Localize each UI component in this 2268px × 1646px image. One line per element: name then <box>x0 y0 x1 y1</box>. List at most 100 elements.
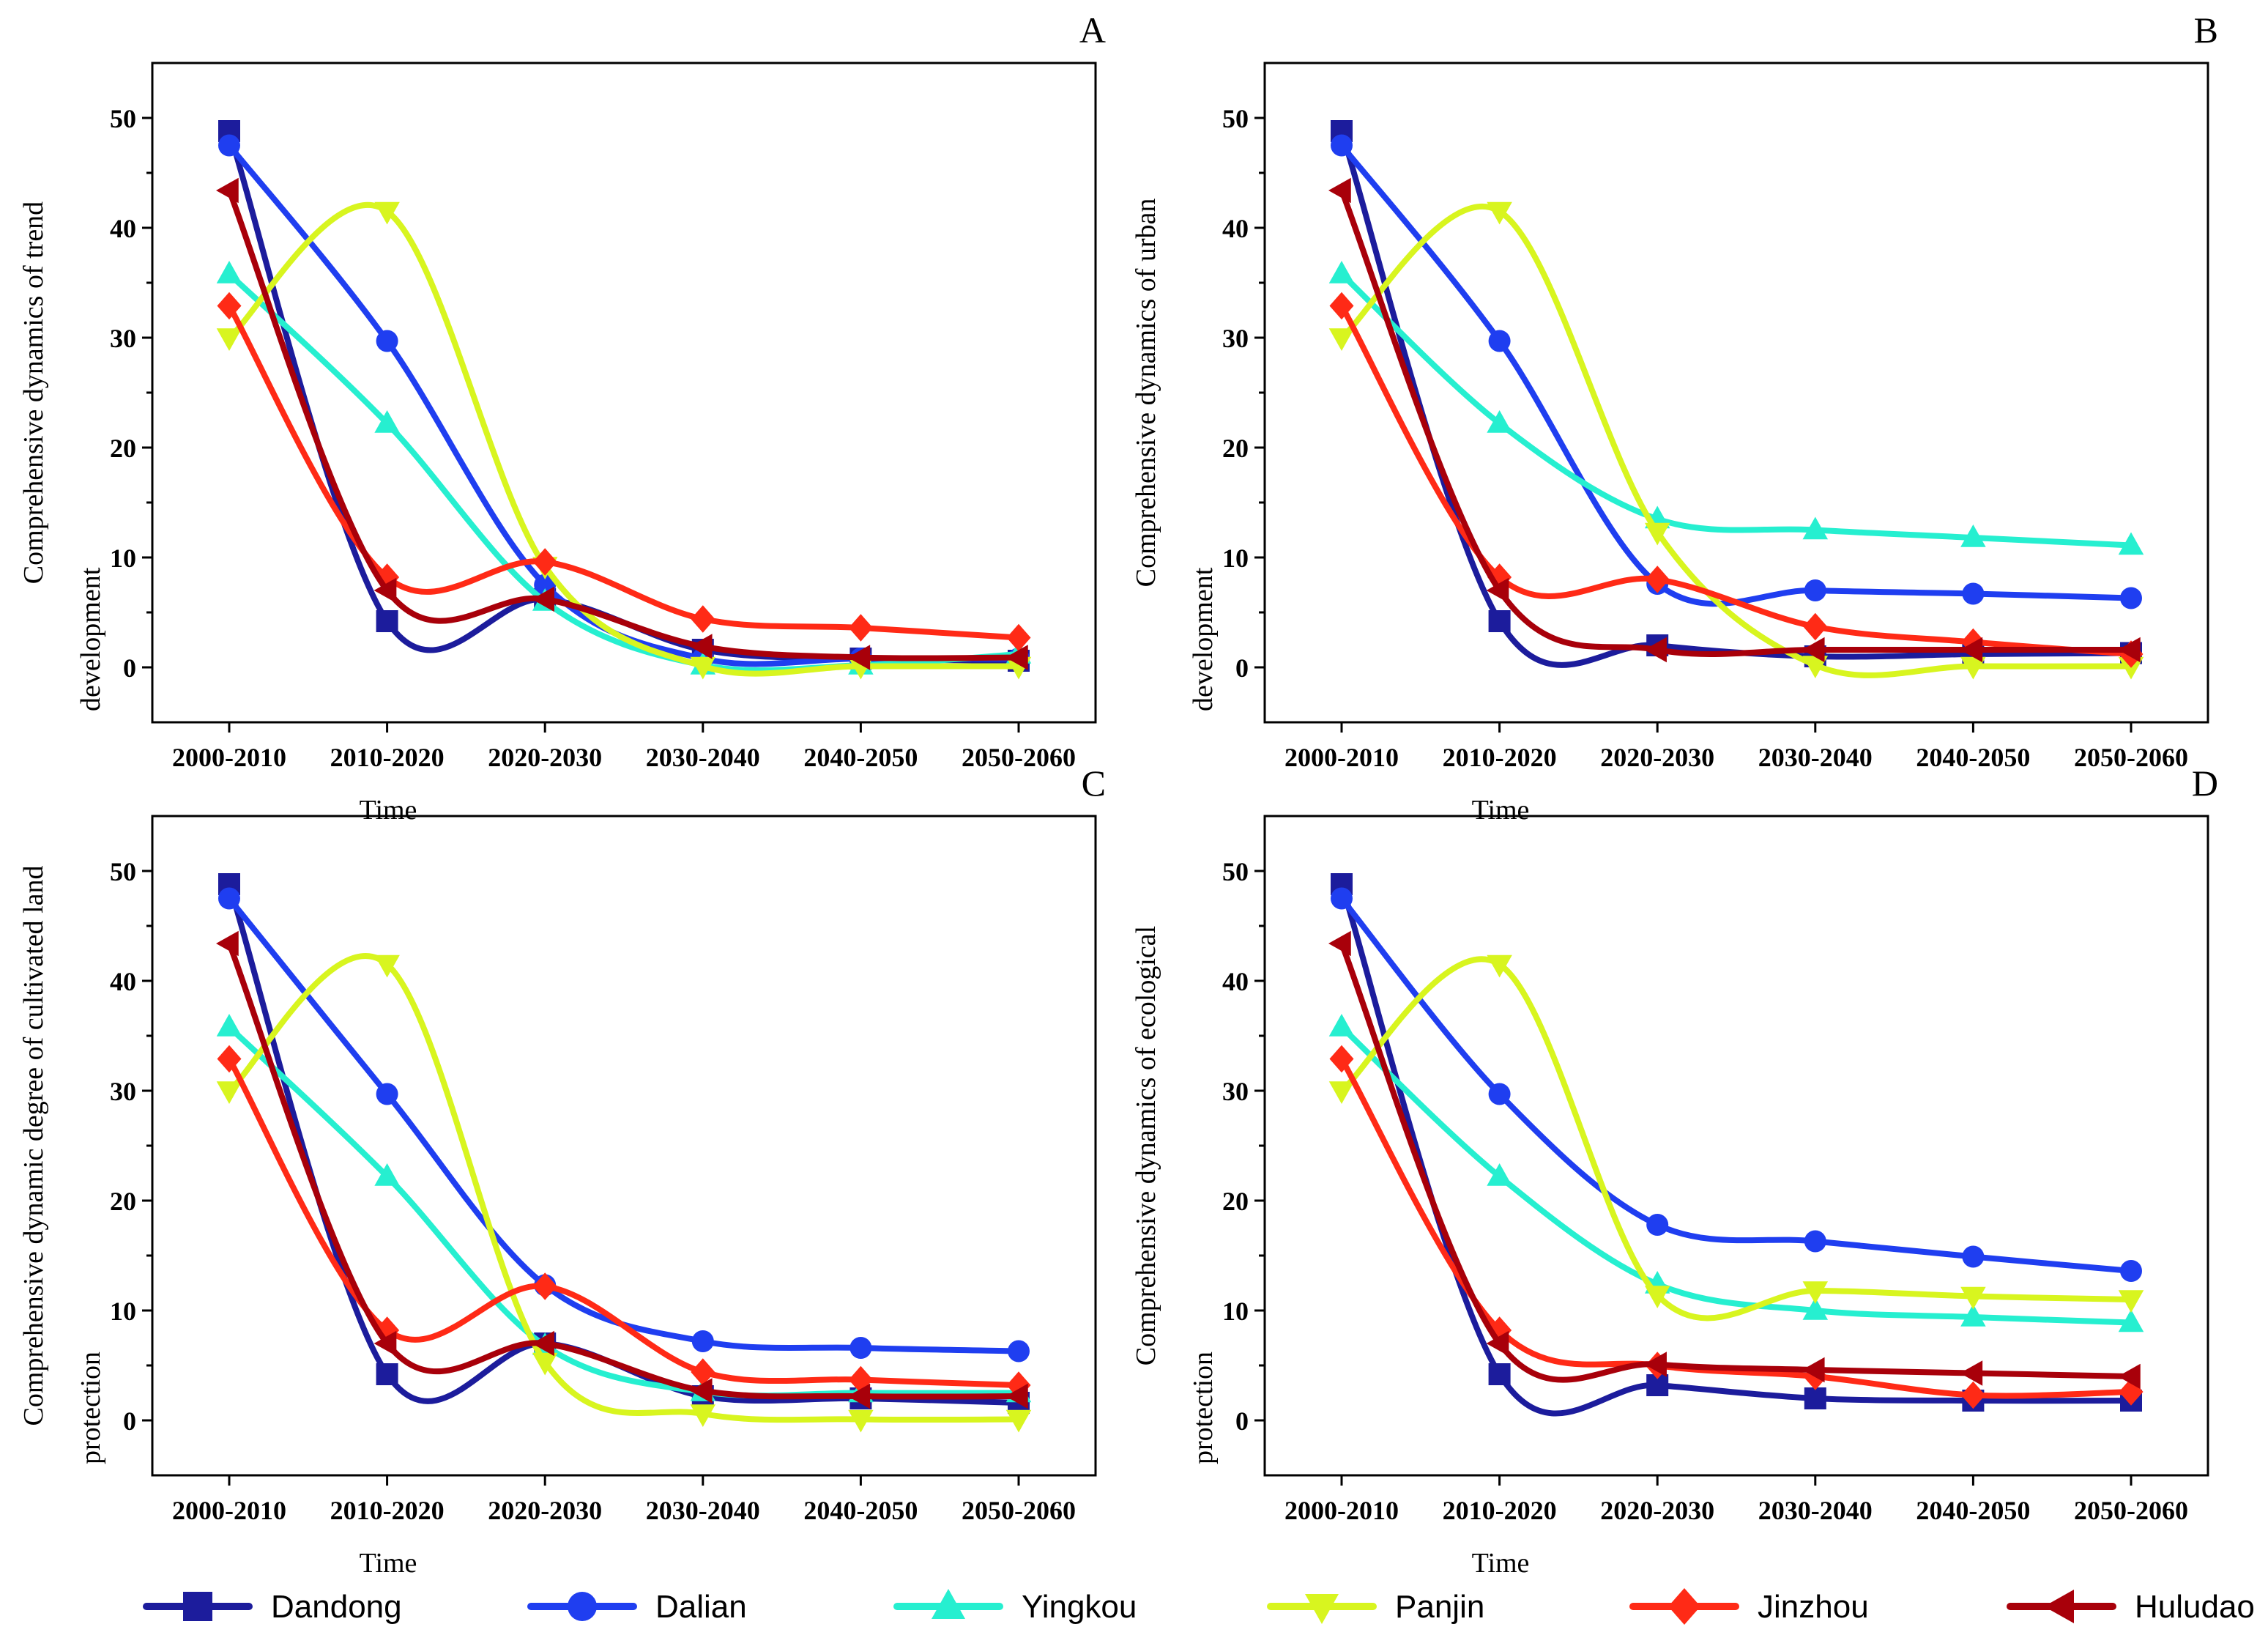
data-point-jinzhou <box>532 1272 557 1300</box>
legend: Dandong Dalian Yingkou Panjin Jinzhou Huludao <box>143 1588 2255 1625</box>
data-point-huludao <box>1960 637 1983 663</box>
series-panjin <box>216 953 1032 1433</box>
y-tick-label: 0 <box>123 1406 136 1436</box>
y-axis-title-line-2: protection <box>75 1352 106 1464</box>
data-point-jinzhou <box>1329 1045 1354 1073</box>
data-point-huludao <box>1005 1383 1028 1409</box>
series-huludao <box>1328 177 2141 663</box>
data-point-huludao <box>1486 1330 1509 1357</box>
data-point-yingkou <box>2118 532 2144 555</box>
data-point-dandong <box>1488 610 1511 632</box>
data-point-jinzhou <box>691 1358 715 1386</box>
legend-label: Yingkou <box>1022 1589 1137 1625</box>
y-tick-label: 40 <box>1222 967 1249 996</box>
y-tick-label: 20 <box>110 1187 136 1216</box>
data-point-dalian <box>691 1330 714 1352</box>
data-point-yingkou <box>216 261 242 283</box>
data-point-dalian <box>1331 134 1353 157</box>
series-panjin <box>1328 201 2144 680</box>
data-point-panjin <box>1487 954 1512 978</box>
data-point-huludao <box>373 577 397 604</box>
data-point-panjin <box>1487 201 1512 225</box>
data-point-dandong <box>1488 1363 1511 1385</box>
data-point-jinzhou <box>1960 1381 1985 1409</box>
chart-panel-a: 0 10 20 30 40 50 2000-2010 2010-2020 2020-2030 20… <box>18 10 1106 826</box>
data-point-dalian <box>1804 1230 1826 1253</box>
x-tick-label: 2030-2040 <box>1758 743 1873 772</box>
data-point-yingkou <box>1328 1014 1355 1037</box>
series-line-yingkou <box>226 271 1022 673</box>
data-point-yingkou <box>1487 410 1512 433</box>
data-point-yingkou <box>2118 1309 2144 1332</box>
series-panjin <box>1328 954 2144 1321</box>
y-tick-label: 10 <box>1222 544 1249 573</box>
legend-label: Dalian <box>655 1589 747 1625</box>
legend-item-dalian: Dalian <box>527 1589 747 1625</box>
y-tick-label: 10 <box>110 544 136 573</box>
series-yingkou <box>1328 261 2144 555</box>
panel-letter: C <box>1082 763 1106 804</box>
data-point-huludao <box>216 177 239 204</box>
data-point-jinzhou <box>1329 292 1354 320</box>
series-yingkou <box>216 261 1032 675</box>
legend-item-dandong: Dandong <box>143 1589 402 1625</box>
data-point-yingkou <box>216 1014 242 1037</box>
data-point-dalian <box>1488 330 1511 352</box>
data-point-dandong <box>1804 1387 1826 1409</box>
data-point-jinzhou <box>217 292 242 320</box>
x-tick-label: 2000-2010 <box>1284 743 1399 772</box>
series-line-huludao <box>1339 188 2134 657</box>
series-huludao <box>1328 930 2141 1390</box>
legend-marker-triangle-up <box>932 1589 965 1619</box>
data-point-dalian <box>1488 1083 1511 1105</box>
series-yingkou <box>1328 1014 2144 1332</box>
data-point-huludao <box>689 1378 713 1404</box>
series-dandong <box>1331 120 2142 668</box>
legend-label: Dandong <box>271 1589 402 1625</box>
x-axis-title: Time <box>360 1548 417 1579</box>
legend-marker-triangle-left <box>2044 1590 2074 1623</box>
data-point-huludao <box>1802 1357 1825 1383</box>
y-tick-label: 40 <box>110 214 136 243</box>
legend-label: Jinzhou <box>1758 1589 1869 1625</box>
x-tick-label: 2010-2020 <box>1443 743 1557 772</box>
chart-panel-c: 0 10 20 30 40 50 2000-2010 2010-2020 2020-2030 20… <box>18 763 1106 1579</box>
legend-marker-diamond <box>1668 1588 1700 1625</box>
data-point-jinzhou <box>532 548 557 576</box>
data-point-jinzhou <box>1645 566 1670 593</box>
legend-marker-triangle-down <box>1305 1594 1339 1624</box>
x-tick-label: 2040-2050 <box>803 743 918 772</box>
x-tick-label: 2050-2060 <box>2074 1496 2188 1525</box>
y-tick-label: 40 <box>110 967 136 996</box>
data-point-panjin <box>690 1404 716 1427</box>
data-point-panjin <box>1960 1286 1986 1310</box>
data-point-panjin <box>690 656 716 680</box>
data-point-panjin <box>1328 1081 1355 1104</box>
series-line-yingkou <box>1339 271 2134 549</box>
data-point-dalian <box>1962 1245 1985 1268</box>
y-axis-title-line-2: development <box>75 567 106 711</box>
data-point-dalian <box>2120 587 2142 609</box>
data-point-dalian <box>849 1337 872 1359</box>
x-tick-label: 2040-2050 <box>803 1496 918 1525</box>
data-point-huludao <box>1644 637 1667 663</box>
data-point-panjin <box>1960 656 1986 680</box>
data-point-dalian <box>1008 1340 1030 1363</box>
data-point-dalian <box>376 1083 398 1105</box>
y-axis-title-line-1: Comprehensive dynamics of trend <box>18 201 49 584</box>
y-axis-title-line-2: protection <box>1188 1352 1219 1464</box>
y-tick-label: 50 <box>110 104 136 133</box>
data-point-panjin <box>532 1352 558 1376</box>
data-point-huludao <box>2118 1363 2141 1390</box>
series-jinzhou <box>1329 1045 2144 1409</box>
y-tick-label: 40 <box>1222 214 1249 243</box>
data-point-panjin <box>1005 1409 1032 1433</box>
y-axis-title-line-1: Comprehensive dynamics of urban <box>1131 199 1161 587</box>
x-tick-label: 2050-2060 <box>962 743 1076 772</box>
x-tick-label: 2010-2020 <box>1443 1496 1557 1525</box>
y-tick-label: 0 <box>1235 1406 1249 1436</box>
y-tick-label: 30 <box>110 1077 136 1106</box>
chart-panel-b: 0 10 20 30 40 50 2000-2010 2010-2020 2020-2030 20… <box>1131 10 2218 826</box>
x-tick-label: 2020-2030 <box>488 743 602 772</box>
data-point-huludao <box>532 1330 554 1357</box>
